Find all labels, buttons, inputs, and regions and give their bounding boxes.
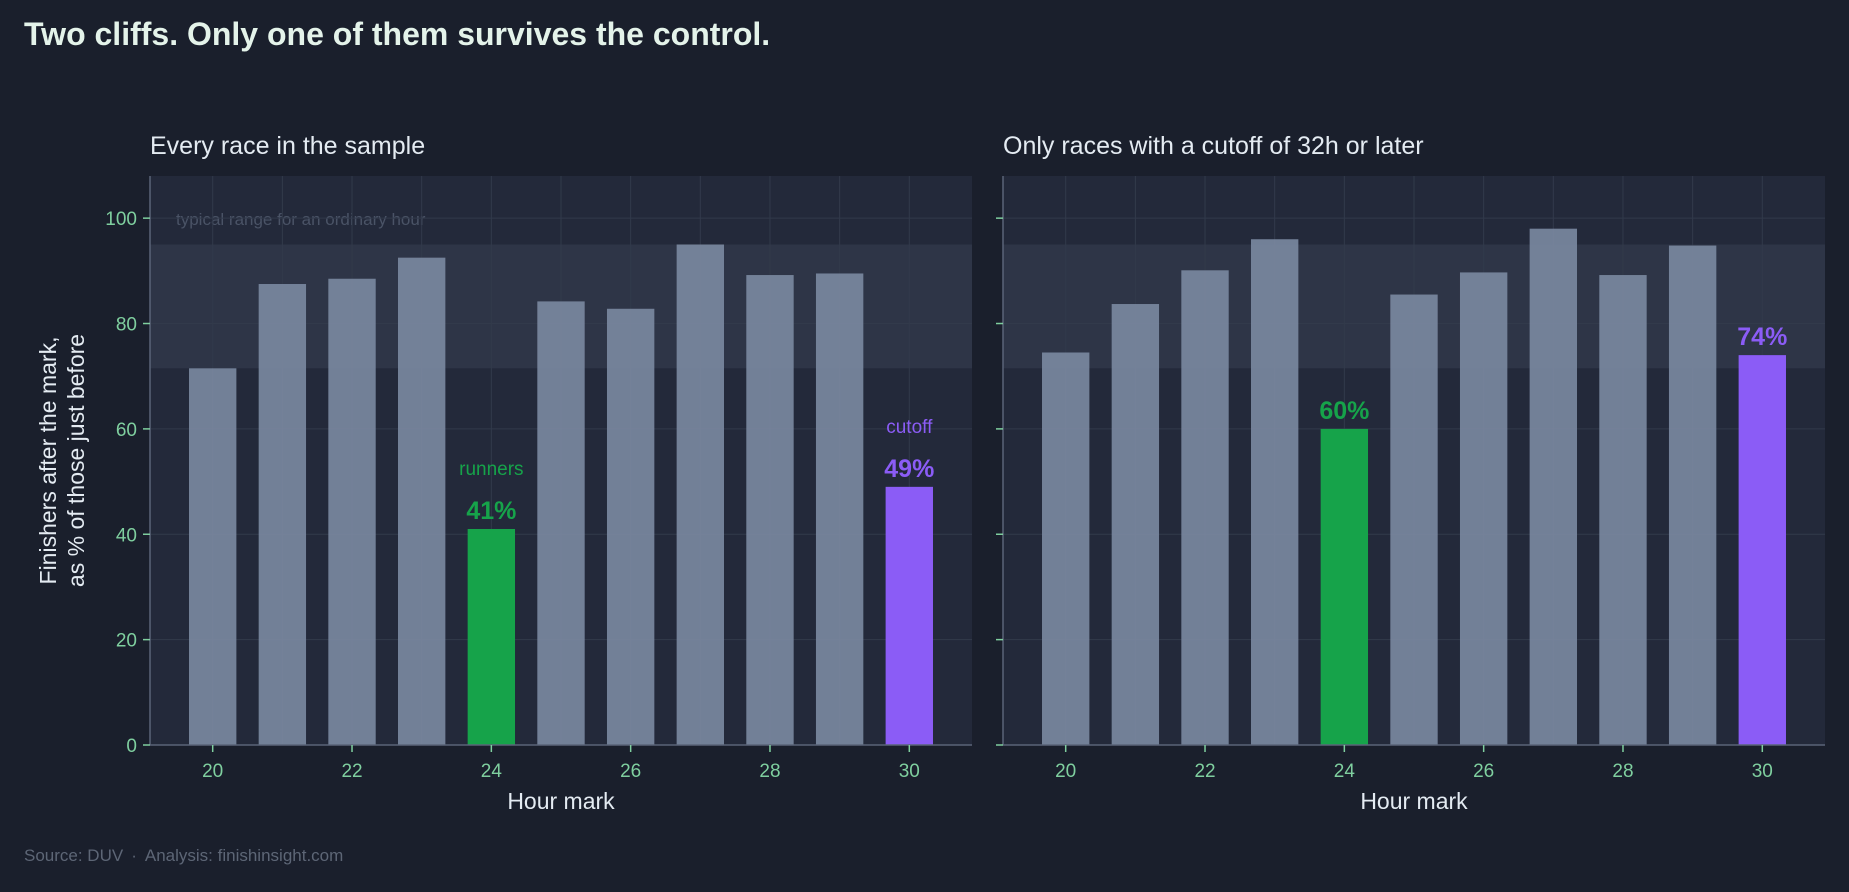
- x-tick-label: 24: [481, 761, 503, 782]
- annotation-runners: runners: [459, 459, 523, 480]
- y-tick-label: 20: [116, 631, 137, 652]
- bar: [1042, 352, 1090, 745]
- x-axis-label: Hour mark: [507, 788, 615, 814]
- bar: [1390, 294, 1438, 745]
- highlight-bar-runners: [1320, 428, 1369, 745]
- value-label-runners: 41%: [466, 497, 516, 525]
- chart-panel-1: typical range for an ordinary hour 41% run…: [35, 132, 972, 814]
- annotation-cutoff: cutoff: [886, 417, 933, 438]
- y-axis-label-line: Finishers after the mark,: [35, 337, 61, 585]
- highlight-bar-runners: [467, 528, 516, 745]
- bar: [537, 301, 585, 745]
- bar: [258, 284, 307, 745]
- source-separator: ·: [131, 846, 137, 865]
- bar: [1181, 270, 1229, 745]
- value-label-cutoff: 74%: [1737, 323, 1787, 351]
- bar: [1599, 275, 1647, 745]
- x-tick-label: 20: [1055, 761, 1076, 782]
- y-tick-label: 0: [126, 736, 137, 757]
- x-tick-label: 30: [899, 761, 920, 782]
- x-tick-label: 26: [620, 761, 641, 782]
- value-label-cutoff: 49%: [884, 455, 934, 483]
- x-tick-label: 28: [1612, 761, 1633, 782]
- bar: [1250, 239, 1299, 745]
- y-tick-label: 60: [116, 420, 137, 441]
- bar: [328, 278, 376, 745]
- y-axis-label: Finishers after the mark,as % of those j…: [35, 334, 89, 587]
- page-title: Two cliffs. Only one of them survives th…: [24, 16, 771, 52]
- bar: [746, 275, 794, 745]
- x-tick-label: 26: [1473, 761, 1494, 782]
- bar: [676, 244, 725, 746]
- bar: [1529, 228, 1578, 745]
- value-label-runners: 60%: [1319, 397, 1369, 425]
- y-tick-label: 40: [116, 525, 137, 546]
- bar: [1459, 272, 1508, 745]
- typical-range-label: typical range for an ordinary hour: [176, 210, 426, 229]
- x-tick-label: 30: [1752, 761, 1773, 782]
- x-tick-label: 20: [202, 761, 223, 782]
- bar: [815, 273, 864, 745]
- bar: [606, 308, 655, 745]
- bar: [397, 257, 446, 745]
- x-tick-label: 24: [1334, 761, 1356, 782]
- x-axis-label: Hour mark: [1360, 788, 1468, 814]
- highlight-bar-cutoff: [1738, 355, 1786, 745]
- source-label: Source: DUV: [24, 846, 124, 865]
- x-tick-label: 28: [759, 761, 780, 782]
- x-tick-label: 22: [341, 761, 362, 782]
- chart-panel-2: 60% 74% 20 22 24 26 28 30 Hour mark Only races wi…: [996, 132, 1825, 814]
- bar: [189, 368, 237, 745]
- panel-title: Every race in the sample: [150, 132, 425, 160]
- y-tick-label: 80: [116, 315, 137, 336]
- y-tick-label: 100: [105, 209, 137, 230]
- highlight-bar-cutoff: [885, 486, 933, 745]
- y-axis-label-line: as % of those just before: [63, 334, 89, 587]
- bar: [1111, 304, 1160, 745]
- x-tick-label: 22: [1194, 761, 1215, 782]
- bar: [1668, 245, 1717, 746]
- analysis-label: Analysis: finishinsight.com: [144, 846, 344, 865]
- panel-title: Only races with a cutoff of 32h or later: [1003, 132, 1424, 160]
- source-note: Source: DUV · Analysis: finishinsight.com: [24, 846, 343, 866]
